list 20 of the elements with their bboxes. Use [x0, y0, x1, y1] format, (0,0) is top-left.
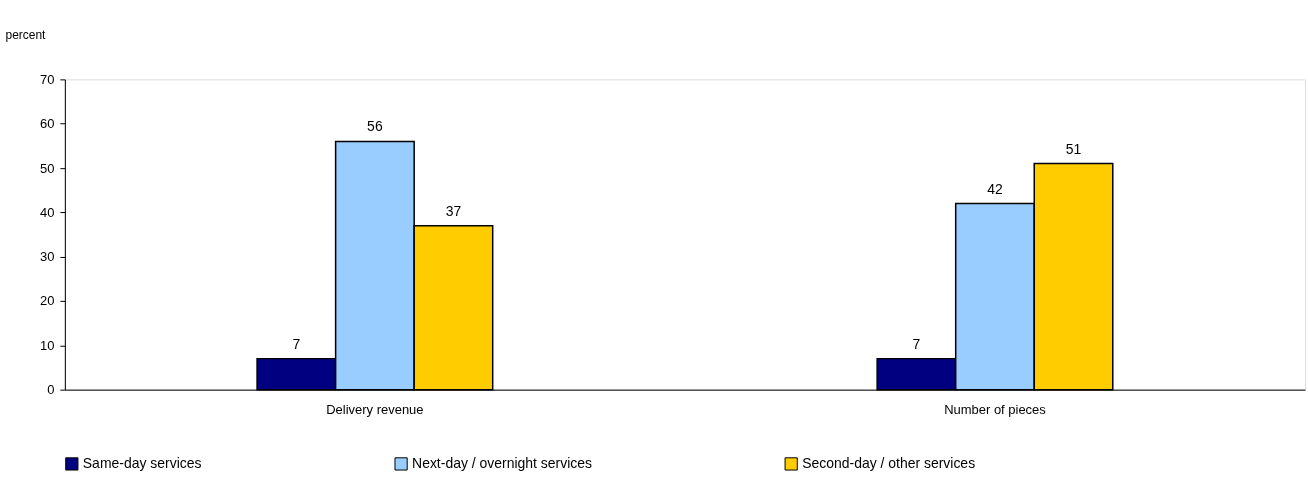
legend-label: Same-day services: [82, 454, 202, 471]
data-label: 7: [912, 335, 921, 352]
data-label: 42: [987, 180, 1003, 197]
data-label: 37: [445, 202, 462, 219]
y-axis-title: percent: [5, 27, 47, 42]
y-tick-label: 30: [39, 249, 55, 265]
y-tick-label: 10: [39, 337, 55, 353]
legend-label: Next-day / overnight services: [412, 454, 592, 471]
y-tick-label: 20: [39, 293, 55, 309]
y-tick-label: 70: [39, 71, 55, 87]
y-tick-label: 40: [39, 204, 55, 220]
legend-label: Second-day / other services: [802, 454, 976, 471]
data-label: 7: [292, 335, 301, 352]
y-tick-label: 60: [39, 116, 55, 132]
x-tick-label: Delivery revenue: [326, 402, 424, 418]
data-label: 56: [367, 118, 383, 135]
data-label: 51: [1065, 140, 1082, 157]
y-tick-label: 50: [39, 160, 55, 176]
y-tick-label: 0: [47, 382, 55, 398]
x-tick-label: Number of pieces: [944, 402, 1047, 418]
